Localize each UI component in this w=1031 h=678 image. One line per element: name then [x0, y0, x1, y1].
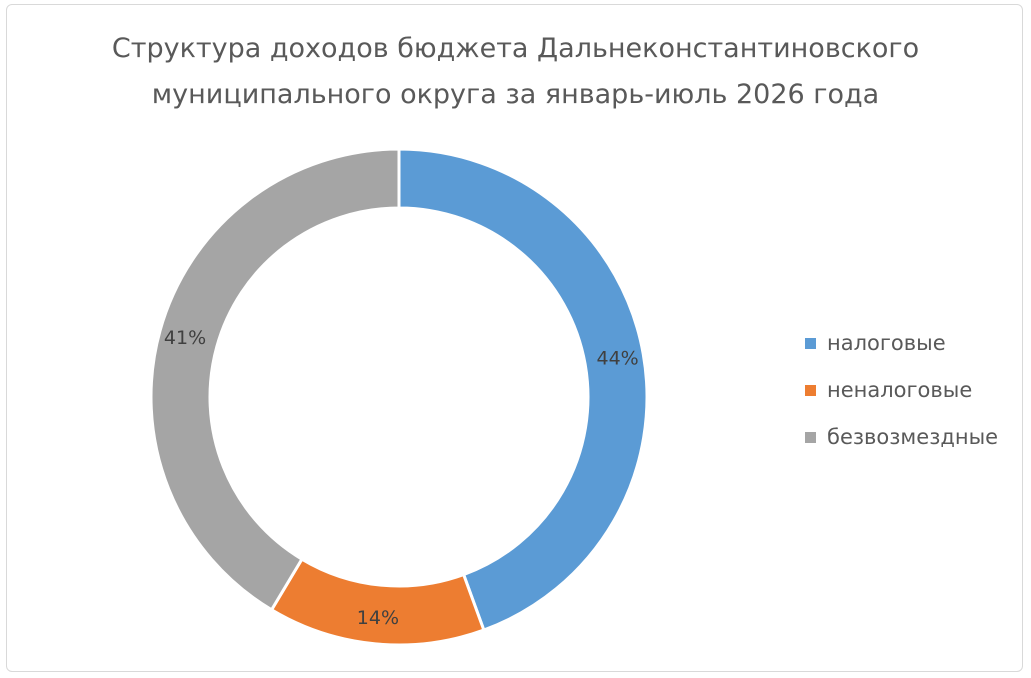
legend: налоговые неналоговые безвозмездные — [805, 331, 998, 472]
data-label-gratuitous: 41% — [164, 327, 206, 349]
donut-slice-nontax[interactable] — [269, 557, 486, 647]
data-label-tax: 44% — [597, 347, 639, 369]
legend-swatch-gratuitous — [805, 431, 816, 443]
chart-title-line-1: Структура доходов бюджета Дальнеконстант… — [111, 33, 920, 64]
data-label-nontax: 14% — [357, 607, 399, 629]
legend-swatch-nontax — [805, 384, 816, 396]
chart-title-line-2: муниципального округа за январь-июль 202… — [151, 79, 880, 110]
legend-item-nontax[interactable]: неналоговые — [805, 378, 998, 402]
legend-swatch-tax — [805, 337, 816, 349]
legend-label-gratuitous: безвозмездные — [827, 425, 999, 449]
donut-slice-tax[interactable] — [397, 147, 649, 632]
legend-label-tax: налоговые — [827, 331, 946, 355]
legend-item-gratuitous[interactable]: безвозмездные — [805, 425, 998, 449]
legend-item-tax[interactable]: налоговые — [805, 331, 998, 355]
legend-label-nontax: неналоговые — [827, 378, 973, 402]
chart-title: Структура доходов бюджета Дальнеконстант… — [0, 26, 1031, 118]
donut-slice-gratuitous[interactable] — [149, 147, 401, 612]
